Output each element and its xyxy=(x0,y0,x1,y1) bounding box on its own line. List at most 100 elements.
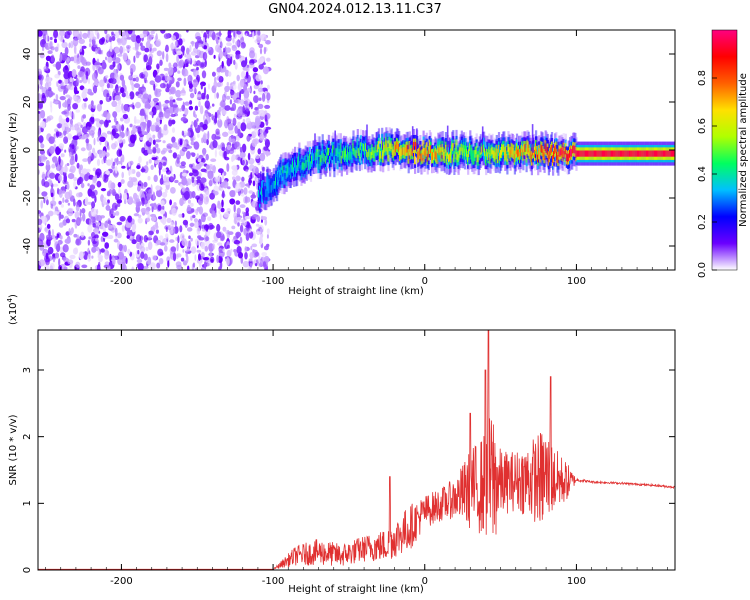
noise-speck xyxy=(55,147,62,154)
noise-speck xyxy=(175,261,182,268)
noise-speck xyxy=(126,95,131,99)
noise-speck xyxy=(171,207,177,216)
noise-speck xyxy=(257,58,263,66)
noise-speck xyxy=(157,131,162,139)
signal-spike xyxy=(479,142,482,153)
noise-speck xyxy=(206,170,210,174)
noise-speck xyxy=(252,67,259,73)
noise-speck xyxy=(162,205,165,210)
noise-speck xyxy=(216,32,222,36)
noise-speck xyxy=(209,250,212,258)
noise-speck xyxy=(155,124,160,133)
noise-speck xyxy=(67,202,71,206)
noise-speck xyxy=(198,100,201,107)
noise-speck xyxy=(102,197,107,205)
noise-speck xyxy=(58,200,62,205)
noise-speck xyxy=(63,90,66,95)
noise-speck xyxy=(140,45,146,51)
noise-speck xyxy=(266,243,270,248)
noise-speck xyxy=(47,210,54,217)
noise-speck xyxy=(186,70,189,77)
noise-speck xyxy=(199,161,205,166)
noise-speck xyxy=(228,130,235,135)
signal-cell xyxy=(520,148,523,157)
noise-speck xyxy=(162,191,168,198)
noise-speck xyxy=(254,251,260,257)
noise-speck xyxy=(107,145,110,151)
noise-speck xyxy=(120,36,127,46)
noise-speck xyxy=(223,47,226,53)
noise-speck xyxy=(197,228,201,232)
noise-speck xyxy=(217,242,223,246)
noise-speck xyxy=(174,179,179,184)
noise-speck xyxy=(209,192,215,200)
noise-speck xyxy=(201,70,207,79)
noise-speck xyxy=(202,147,207,155)
noise-speck xyxy=(219,41,223,49)
noise-speck xyxy=(158,167,161,176)
noise-speck xyxy=(105,170,110,176)
noise-speck xyxy=(102,174,109,183)
noise-speck xyxy=(168,176,175,183)
noise-speck xyxy=(202,133,209,141)
colorbar: 0.0 0.2 0.4 0.6 0.8 Normalized spectral ampl… xyxy=(697,29,749,278)
noise-speck xyxy=(122,52,128,61)
noise-speck xyxy=(49,41,53,49)
noise-speck xyxy=(71,69,77,78)
noise-speck xyxy=(143,235,148,243)
noise-speck xyxy=(181,197,186,205)
noise-speck xyxy=(66,98,72,105)
noise-speck xyxy=(196,207,201,212)
noise-speck xyxy=(126,229,133,237)
noise-speck xyxy=(66,57,71,63)
noise-speck xyxy=(75,192,82,198)
noise-speck xyxy=(116,37,121,43)
noise-speck xyxy=(113,88,116,93)
noise-speck xyxy=(39,78,43,87)
noise-speck xyxy=(216,92,220,99)
noise-speck xyxy=(200,267,205,270)
noise-speck xyxy=(204,100,210,109)
noise-speck xyxy=(189,222,195,227)
signal-cell xyxy=(554,146,557,154)
noise-speck xyxy=(191,152,196,157)
noise-speck xyxy=(159,83,166,89)
noise-speck xyxy=(114,158,118,163)
noise-speck xyxy=(181,176,187,186)
noise-speck xyxy=(84,173,89,182)
noise-speck xyxy=(213,80,218,89)
noise-speck xyxy=(198,237,205,241)
noise-speck xyxy=(133,83,140,88)
noise-speck xyxy=(105,152,110,157)
noise-speck xyxy=(38,188,41,195)
noise-speck xyxy=(122,30,126,38)
noise-speck xyxy=(155,229,159,234)
noise-speck xyxy=(65,218,71,224)
noise-speck xyxy=(87,156,91,165)
noise-speck xyxy=(233,113,237,118)
noise-speck xyxy=(234,183,242,192)
noise-speck xyxy=(194,179,197,186)
noise-speck xyxy=(202,51,208,61)
noise-speck xyxy=(82,213,86,222)
noise-speck xyxy=(110,78,117,85)
noise-speck xyxy=(266,57,271,62)
noise-speck xyxy=(54,46,59,52)
noise-speck xyxy=(109,95,112,101)
noise-speck xyxy=(236,136,240,141)
colorbar-tick-label: 0.2 xyxy=(697,214,708,230)
noise-speck xyxy=(193,119,197,128)
noise-speck xyxy=(147,213,151,219)
noise-speck xyxy=(180,45,185,53)
noise-speck xyxy=(259,236,263,245)
noise-speck xyxy=(63,174,67,183)
noise-speck xyxy=(56,123,63,129)
noise-speck xyxy=(227,34,232,39)
noise-speck xyxy=(66,163,70,166)
noise-speck xyxy=(187,199,191,204)
noise-speck xyxy=(44,43,48,49)
noise-speck xyxy=(38,162,45,167)
noise-speck xyxy=(129,160,134,166)
noise-speck xyxy=(136,51,142,56)
noise-speck xyxy=(105,205,111,211)
